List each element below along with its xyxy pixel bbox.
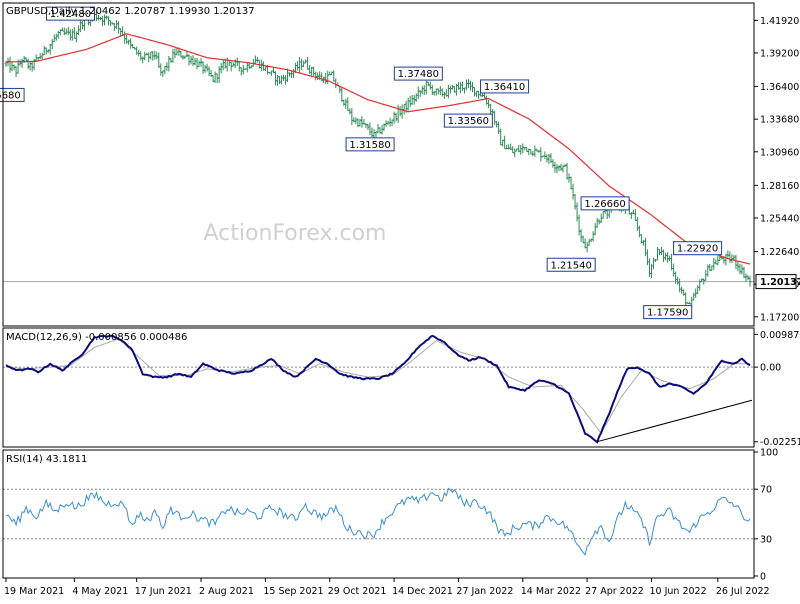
annotation-label: 1.17590 [647,308,688,319]
price-annotation: 1.33560 [443,113,493,128]
macd-panel-frame [2,327,755,448]
annotation-label: 1.37480 [398,69,439,80]
x-tick-label: 17 Jun 2021 [135,586,192,597]
price-annotation: 1.42480 [45,6,95,21]
rsi-y-tick-label: 70 [760,485,772,496]
price-header: GBPUSD,Daily 1.20462 1.20787 1.19930 1.2… [6,6,255,17]
price-y-tick-label: 1.22640 [760,247,799,258]
annotation-label: 1.26660 [584,199,625,210]
macd-trendline [597,399,753,443]
macd-y-tick-label: -0.022516 [760,437,800,448]
annotation-box [45,6,95,21]
annotation-label: 1.31580 [349,140,390,151]
price-annotation: 1.21540 [546,257,596,272]
price-annotation: 1.31580 [345,137,395,152]
price-annotation: 1.26660 [580,196,630,211]
x-tick-label: 2 Aug 2021 [199,586,254,597]
x-tick-label: 4 May 2021 [72,586,128,597]
macd-signal-line [5,338,750,435]
annotation-label: 1.36410 [484,82,525,93]
price-y-tick-label: 1.36400 [760,82,799,93]
x-tick-label: 27 Jan 2022 [456,586,513,597]
macd-line [5,334,751,444]
price-y-tick-label: 1.17200 [760,312,799,323]
annotation-box [580,196,630,211]
price-annotation: 1.37480 [393,66,443,81]
annotation-box [393,66,443,81]
candle [748,276,752,287]
x-tick-label: 19 Mar 2021 [4,586,64,597]
macd-y-tick-label: 0.00 [760,363,781,374]
annotation-box [673,241,723,256]
annotation-label: 1.22920 [677,244,718,255]
annotation-box [643,305,693,320]
annotation-box [0,87,25,102]
price-panel: 1.42480 1.35680 1.37480 1.36410 1.33560 1.315… [0,6,754,320]
price-y-tick-label: 1.28160 [760,181,799,192]
rsi-header: RSI(14) 43.1811 [6,454,87,465]
x-tick-label: 29 Oct 2021 [328,586,387,597]
rsi-y-tick-label: 0 [760,572,766,583]
annotation-box [546,257,596,272]
macd-y-tick-label: 0.009872 [760,330,800,341]
x-tick-label: 10 Jun 2022 [649,586,706,597]
annotation-box [480,79,530,94]
rsi-y-tick-label: 100 [760,448,778,459]
annotation-label: 1.21540 [550,260,591,271]
rsi-y-tick-label: 30 [760,534,772,545]
current-price-tag [755,274,797,290]
price-annotation: 1.17590 [643,305,693,320]
annotation-label: 1.35680 [0,90,21,101]
price-annotation: 1.22920 [673,241,723,256]
annotation-label: 1.33560 [448,116,489,127]
annotation-box [443,113,493,128]
x-tick-label: 27 Apr 2022 [585,586,644,597]
price-y-tick-label: 1.25440 [760,213,799,224]
watermark-text: ActionForex.com [204,221,387,246]
x-tick-label: 15 Sep 2021 [263,586,323,597]
rsi-panel-frame [2,449,755,579]
price-annotation: 1.36410 [480,79,530,94]
axes-layer: 1.41920 1.39200 1.36400 1.33680 1.30960 1.281… [4,16,800,597]
x-tick-label: 14 Mar 2022 [521,586,581,597]
current-price-label: 1.20137 [760,277,800,288]
price-annotation: 1.35680 [0,87,25,102]
rsi-panel [3,487,754,556]
price-y-tick-label: 1.39200 [760,48,799,59]
macd-panel [3,334,754,444]
price-y-tick-label: 1.30960 [760,147,799,158]
annotation-label: 1.42480 [50,9,91,20]
macd-header: MACD(12,26,9) -0.000856 0.000486 [6,332,187,343]
price-y-tick-label: 1.41920 [760,16,799,27]
rsi-line [5,487,751,556]
x-tick-label: 26 Jul 2022 [716,586,770,597]
annotation-box [345,137,395,152]
price-y-tick-label: 1.33680 [760,115,799,126]
price-panel-frame [2,2,755,327]
x-tick-label: 14 Dec 2021 [392,586,453,597]
